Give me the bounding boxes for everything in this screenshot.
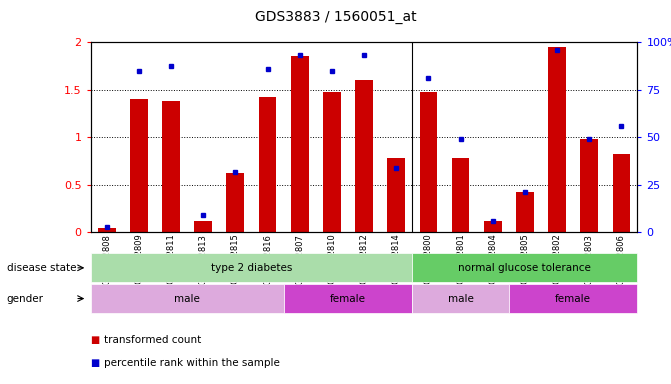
Bar bbox=[419, 92, 437, 232]
Bar bbox=[227, 174, 244, 232]
Text: female: female bbox=[555, 293, 591, 304]
Text: female: female bbox=[330, 293, 366, 304]
Bar bbox=[323, 92, 341, 232]
Bar bbox=[355, 80, 373, 232]
Bar bbox=[98, 228, 115, 232]
Text: transformed count: transformed count bbox=[104, 335, 201, 345]
Bar bbox=[548, 47, 566, 232]
Text: gender: gender bbox=[7, 293, 44, 304]
Text: ■: ■ bbox=[91, 358, 100, 368]
Text: percentile rank within the sample: percentile rank within the sample bbox=[104, 358, 280, 368]
Bar bbox=[613, 154, 630, 232]
Text: ■: ■ bbox=[91, 335, 100, 345]
Bar bbox=[516, 192, 533, 232]
Text: male: male bbox=[448, 293, 474, 304]
Text: disease state: disease state bbox=[7, 263, 76, 273]
Bar bbox=[387, 158, 405, 232]
Bar bbox=[452, 158, 470, 232]
Bar bbox=[195, 221, 212, 232]
Bar bbox=[162, 101, 180, 232]
Bar bbox=[484, 221, 501, 232]
Bar bbox=[258, 98, 276, 232]
Text: GDS3883 / 1560051_at: GDS3883 / 1560051_at bbox=[255, 10, 416, 23]
Text: male: male bbox=[174, 293, 200, 304]
Bar bbox=[291, 56, 309, 232]
Text: type 2 diabetes: type 2 diabetes bbox=[211, 263, 292, 273]
Bar bbox=[580, 139, 598, 232]
Bar bbox=[130, 99, 148, 232]
Text: normal glucose tolerance: normal glucose tolerance bbox=[458, 263, 591, 273]
